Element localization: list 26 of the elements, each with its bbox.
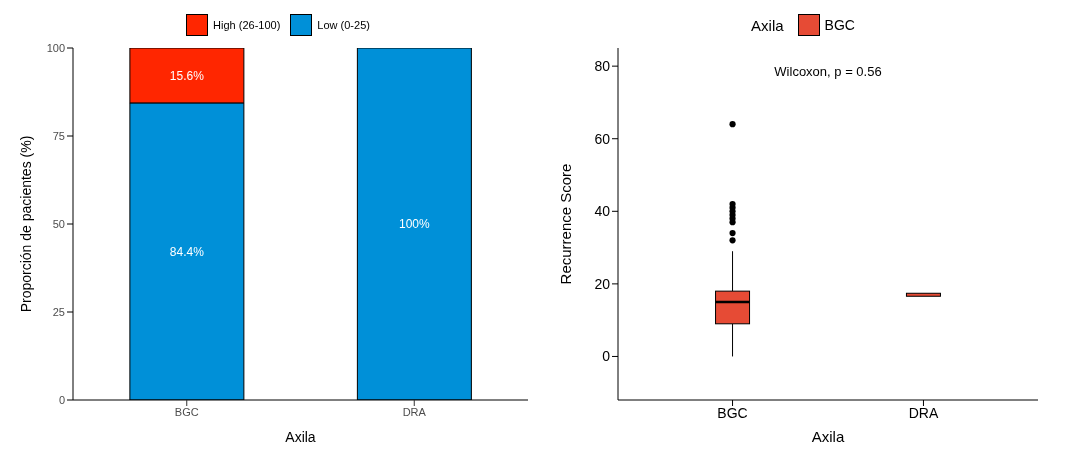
data-label: 84.4% xyxy=(169,244,205,259)
y-tick-label: 20 xyxy=(594,275,611,292)
annotation: Wilcoxon, p = 0.56 xyxy=(773,64,883,79)
x-axis-title: Axila xyxy=(811,428,845,445)
y-tick-label: 0 xyxy=(602,348,611,365)
x-tick-label: DRA xyxy=(908,404,939,421)
y-tick-label: 40 xyxy=(594,203,611,220)
y-tick-label: 80 xyxy=(594,58,611,75)
x-tick-label: DRA xyxy=(402,405,427,418)
y-tick-label: 60 xyxy=(594,130,611,147)
y-tick-label: 75 xyxy=(52,129,65,142)
x-tick-label: BGC xyxy=(174,405,199,418)
legend-title: Axila xyxy=(751,16,784,34)
legend-label: Low (0-25) xyxy=(317,19,370,31)
x-tick-label: BGC xyxy=(717,404,748,421)
y-tick-label: 25 xyxy=(52,305,65,318)
y-axis-title: Recurrence Score xyxy=(557,163,575,285)
y-axis-title: Proporción de pacientes (%) xyxy=(17,135,34,313)
legend-label: High (26-100) xyxy=(213,19,281,31)
data-label: 100% xyxy=(399,217,431,232)
x-axis-title: Axila xyxy=(285,429,316,445)
y-tick-label: 100 xyxy=(46,41,65,54)
y-tick-label: 50 xyxy=(52,217,65,230)
data-label: 15.6% xyxy=(169,68,205,83)
legend-label: BGC xyxy=(824,17,855,33)
y-tick-label: 0 xyxy=(58,393,65,406)
